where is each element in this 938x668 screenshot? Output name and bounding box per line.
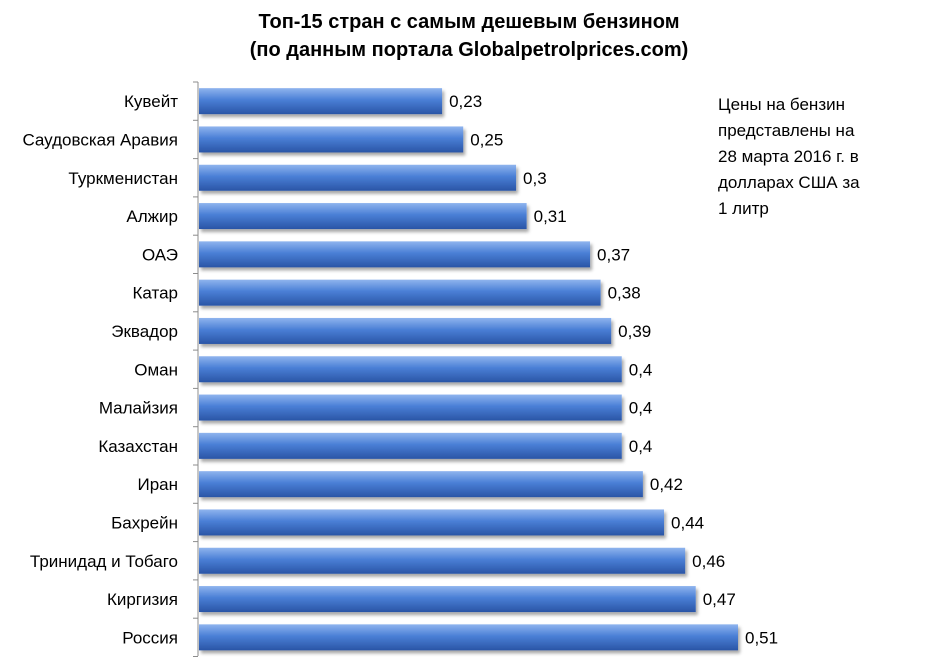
category-label: Эквадор xyxy=(111,322,178,341)
category-label: Кувейт xyxy=(124,92,178,111)
category-label: Тринидад и Тобаго xyxy=(30,552,178,571)
category-label: Россия xyxy=(122,628,178,647)
category-label: Малайзия xyxy=(99,399,178,418)
price-note-line: Цены на бензин xyxy=(718,95,845,114)
bar xyxy=(199,547,686,574)
category-label: Туркменистан xyxy=(68,169,178,188)
chart-title-block: Топ-15 стран с самым дешевым бензином (п… xyxy=(0,8,938,64)
value-label: 0,25 xyxy=(470,130,503,149)
bar xyxy=(199,241,591,268)
value-label: 0,4 xyxy=(629,360,653,379)
bar xyxy=(199,356,622,383)
value-label: 0,38 xyxy=(608,284,641,303)
bar xyxy=(199,394,622,421)
bar xyxy=(199,624,738,651)
bar xyxy=(199,509,665,536)
price-note-line: 1 литр xyxy=(718,199,769,218)
value-label: 0,42 xyxy=(650,475,683,494)
value-label: 0,44 xyxy=(671,513,704,532)
category-label: Катар xyxy=(133,284,179,303)
category-label: Казахстан xyxy=(98,437,178,456)
category-label: Киргизия xyxy=(107,590,178,609)
value-label: 0,4 xyxy=(629,437,653,456)
price-note-line: 28 марта 2016 г. в xyxy=(718,147,859,166)
value-label: 0,51 xyxy=(745,628,778,647)
category-label: Оман xyxy=(134,360,178,379)
value-label: 0,4 xyxy=(629,399,653,418)
bar xyxy=(199,279,601,306)
value-label: 0,39 xyxy=(618,322,651,341)
category-label: Алжир xyxy=(126,207,178,226)
price-note-line: долларах США за xyxy=(718,173,860,192)
category-label: Иран xyxy=(137,475,178,494)
price-note-line: представлены на xyxy=(718,121,855,140)
value-label: 0,46 xyxy=(692,552,725,571)
chart-title: Топ-15 стран с самым дешевым бензином xyxy=(258,11,680,33)
bar xyxy=(199,586,696,613)
bar xyxy=(199,317,612,344)
bar xyxy=(199,432,622,459)
value-label: 0,23 xyxy=(449,92,482,111)
value-label: 0,3 xyxy=(523,169,547,188)
bar xyxy=(199,88,443,115)
price-note: Цены на бензин представлены на 28 марта … xyxy=(718,92,918,222)
bar xyxy=(199,471,643,498)
category-label: Бахрейн xyxy=(111,513,178,532)
value-label: 0,37 xyxy=(597,245,630,264)
value-label: 0,47 xyxy=(703,590,736,609)
bar xyxy=(199,203,527,230)
category-label: ОАЭ xyxy=(142,245,178,264)
bar xyxy=(199,164,517,191)
category-label: Саудовская Аравия xyxy=(22,130,178,149)
value-label: 0,31 xyxy=(534,207,567,226)
chart-subtitle: (по данным портала Globalpetrolprices.co… xyxy=(249,39,689,61)
bar xyxy=(199,126,464,153)
